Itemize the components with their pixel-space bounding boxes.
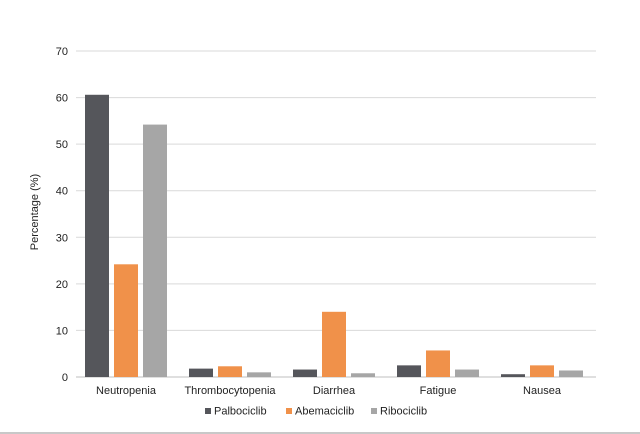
bar-abemaciclib-neutropenia <box>114 264 138 377</box>
bar-abemaciclib-thrombocytopenia <box>218 366 242 377</box>
legend-swatch-abemaciclib <box>286 408 292 414</box>
x-tick-label: Thrombocytopenia <box>184 385 276 397</box>
x-tick-label: Diarrhea <box>313 385 356 397</box>
bar-palbociclib-fatigue <box>397 365 421 377</box>
x-axis-ticks: Neutropenia Thrombocytopenia Diarrhea Fatig… <box>96 385 562 397</box>
x-tick-label: Fatigue <box>420 385 457 397</box>
bar-ribociclib-diarrhea <box>351 373 375 377</box>
y-tick-label: 40 <box>56 186 68 198</box>
y-tick-label: 70 <box>56 46 68 58</box>
bar-ribociclib-fatigue <box>455 369 479 377</box>
x-tick-label: Neutropenia <box>96 385 157 397</box>
y-tick-label: 30 <box>56 232 68 244</box>
y-tick-label: 50 <box>56 139 68 151</box>
bar-ribociclib-thrombocytopenia <box>247 372 271 377</box>
y-axis-ticks: 0 10 20 30 40 50 60 70 <box>56 46 68 384</box>
y-tick-label: 60 <box>56 93 68 105</box>
legend-label-palbociclib: Palbociclib <box>214 406 267 418</box>
bars <box>85 94 583 377</box>
bar-palbociclib-neutropenia <box>85 94 109 377</box>
y-tick-label: 20 <box>56 279 68 291</box>
legend-swatch-palbociclib <box>205 408 211 414</box>
legend-label-abemaciclib: Abemaciclib <box>295 406 354 418</box>
y-tick-label: 0 <box>62 372 68 384</box>
bar-palbociclib-thrombocytopenia <box>189 368 213 377</box>
bar-ribociclib-neutropenia <box>143 124 167 377</box>
bar-abemaciclib-fatigue <box>426 350 450 377</box>
bar-palbociclib-nausea <box>501 374 525 377</box>
x-tick-label: Nausea <box>523 385 562 397</box>
bar-palbociclib-diarrhea <box>293 369 317 377</box>
bar-abemaciclib-nausea <box>530 365 554 377</box>
legend-swatch-ribociclib <box>371 408 377 414</box>
bar-ribociclib-nausea <box>559 370 583 377</box>
legend-label-ribociclib: Ribociclib <box>380 406 427 418</box>
legend: Palbociclib Abemaciclib Ribociclib <box>205 406 427 418</box>
y-tick-label: 10 <box>56 325 68 337</box>
y-axis-title: Percentage (%) <box>29 174 41 250</box>
bar-abemaciclib-diarrhea <box>322 311 346 377</box>
